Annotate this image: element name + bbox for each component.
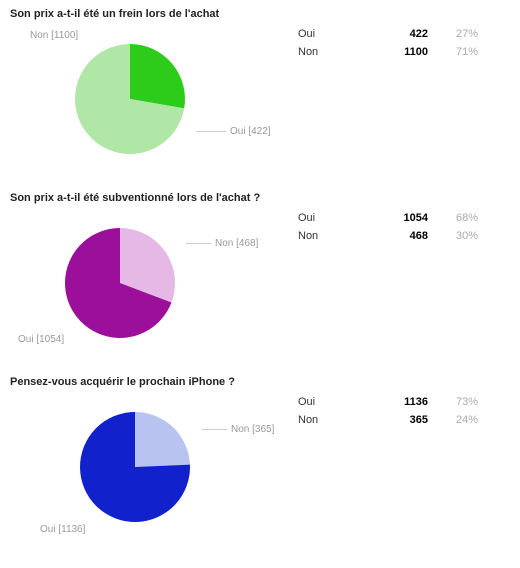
chart-block: Son prix a-t-il été un frein lors de l'a… xyxy=(10,8,510,174)
stats-label: Non xyxy=(298,412,368,430)
stats-row: Oui113673% xyxy=(298,394,510,412)
slice-callout-text: Oui [1136] xyxy=(40,524,85,535)
slice-callout: Non [468] xyxy=(186,238,258,249)
slice-callout-text: Oui [1054] xyxy=(18,334,64,345)
stats-label: Non xyxy=(298,44,368,62)
slice-callout-text: Non [365] xyxy=(231,424,274,435)
stats-percent: 24% xyxy=(428,412,478,430)
stats-label: Non xyxy=(298,228,368,246)
stats-row: Non110071% xyxy=(298,44,510,62)
slice-callout-text: Oui [422] xyxy=(230,126,271,137)
chart-title: Pensez-vous acquérir le prochain iPhone … xyxy=(10,376,510,388)
chart-block: Pensez-vous acquérir le prochain iPhone … xyxy=(10,376,510,542)
callout-line xyxy=(202,429,227,430)
stats-table: Oui113673%Non36524% xyxy=(290,392,510,429)
callout-line xyxy=(196,131,226,132)
stats-value: 468 xyxy=(368,228,428,246)
slice-callout: Oui [422] xyxy=(196,126,271,137)
stats-value: 422 xyxy=(368,26,428,44)
stats-row: Non36524% xyxy=(298,412,510,430)
stats-value: 1136 xyxy=(368,394,428,412)
stats-value: 365 xyxy=(368,412,428,430)
stats-percent: 27% xyxy=(428,26,478,44)
slice-callout-text: Non [1100] xyxy=(30,30,78,41)
stats-percent: 71% xyxy=(428,44,478,62)
stats-row: Oui42227% xyxy=(298,26,510,44)
stats-label: Oui xyxy=(298,26,368,44)
slice-callout: Non [365] xyxy=(202,424,274,435)
pie-chart: Non [468] Oui [1054] xyxy=(10,208,290,358)
chart-title: Son prix a-t-il été un frein lors de l'a… xyxy=(10,8,510,20)
pie-slice xyxy=(130,44,185,108)
stats-value: 1054 xyxy=(368,210,428,228)
slice-callout: Oui [1054] xyxy=(18,334,64,345)
stats-percent: 73% xyxy=(428,394,478,412)
callout-line xyxy=(186,243,211,244)
chart-title: Son prix a-t-il été subventionné lors de… xyxy=(10,192,510,204)
stats-row: Non46830% xyxy=(298,228,510,246)
stats-row: Oui105468% xyxy=(298,210,510,228)
stats-percent: 30% xyxy=(428,228,478,246)
stats-percent: 68% xyxy=(428,210,478,228)
stats-table: Oui42227%Non110071% xyxy=(290,24,510,61)
pie-chart: Non [365] Oui [1136] xyxy=(10,392,290,542)
slice-callout: Non [1100] xyxy=(30,30,78,41)
pie-chart: Oui [422] Non [1100] xyxy=(10,24,290,174)
stats-value: 1100 xyxy=(368,44,428,62)
slice-callout-text: Non [468] xyxy=(215,238,258,249)
stats-label: Oui xyxy=(298,210,368,228)
stats-table: Oui105468%Non46830% xyxy=(290,208,510,245)
pie-slice xyxy=(135,412,190,467)
stats-label: Oui xyxy=(298,394,368,412)
chart-block: Son prix a-t-il été subventionné lors de… xyxy=(10,192,510,358)
slice-callout: Oui [1136] xyxy=(40,524,85,535)
